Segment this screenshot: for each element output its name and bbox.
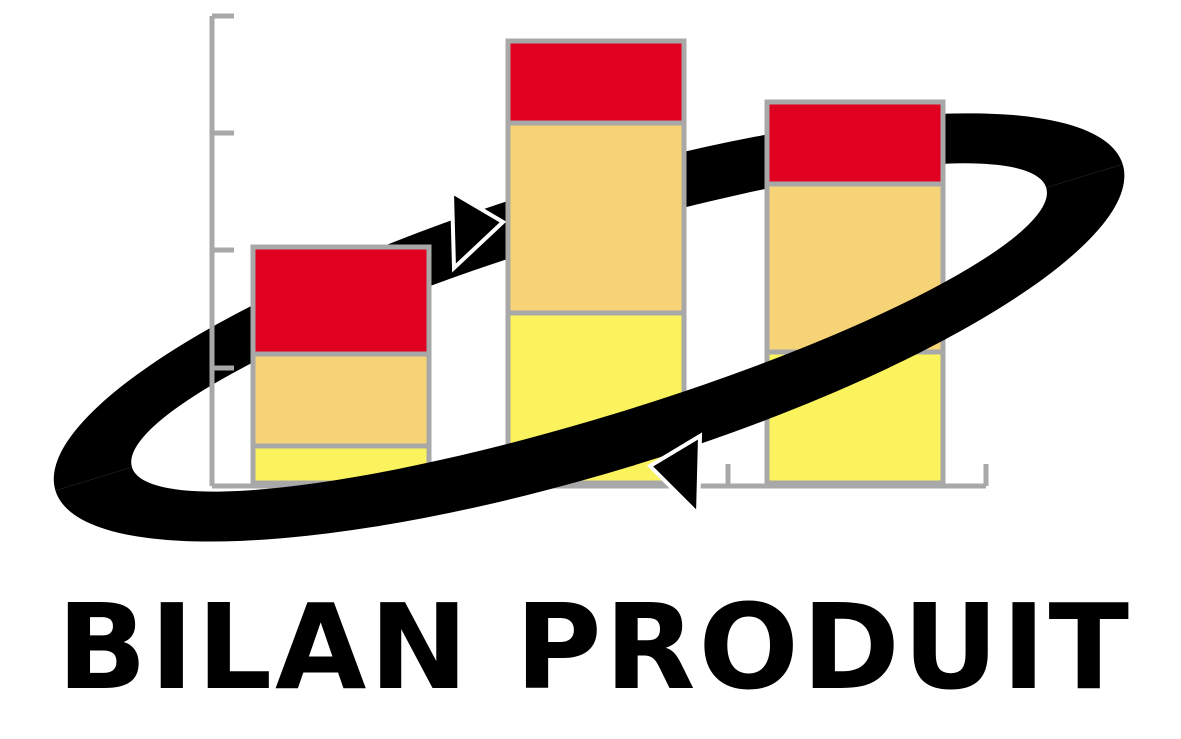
bar-3-segment-3 [764, 99, 946, 187]
bar-1 [250, 244, 432, 486]
bar-3 [764, 99, 946, 486]
brand-title: BILAN PRODUIT [56, 578, 1132, 716]
arrow-left-icon [646, 432, 703, 519]
arrow-right-icon [449, 188, 507, 273]
bar-1-segment-2 [250, 351, 432, 449]
bar-2-segment-2 [505, 120, 687, 316]
bar-1-segment-3 [250, 244, 432, 357]
bar-group [250, 38, 946, 486]
bar-2-segment-3 [505, 38, 687, 126]
orbit-ellipse-front-icon [55, 164, 1125, 542]
